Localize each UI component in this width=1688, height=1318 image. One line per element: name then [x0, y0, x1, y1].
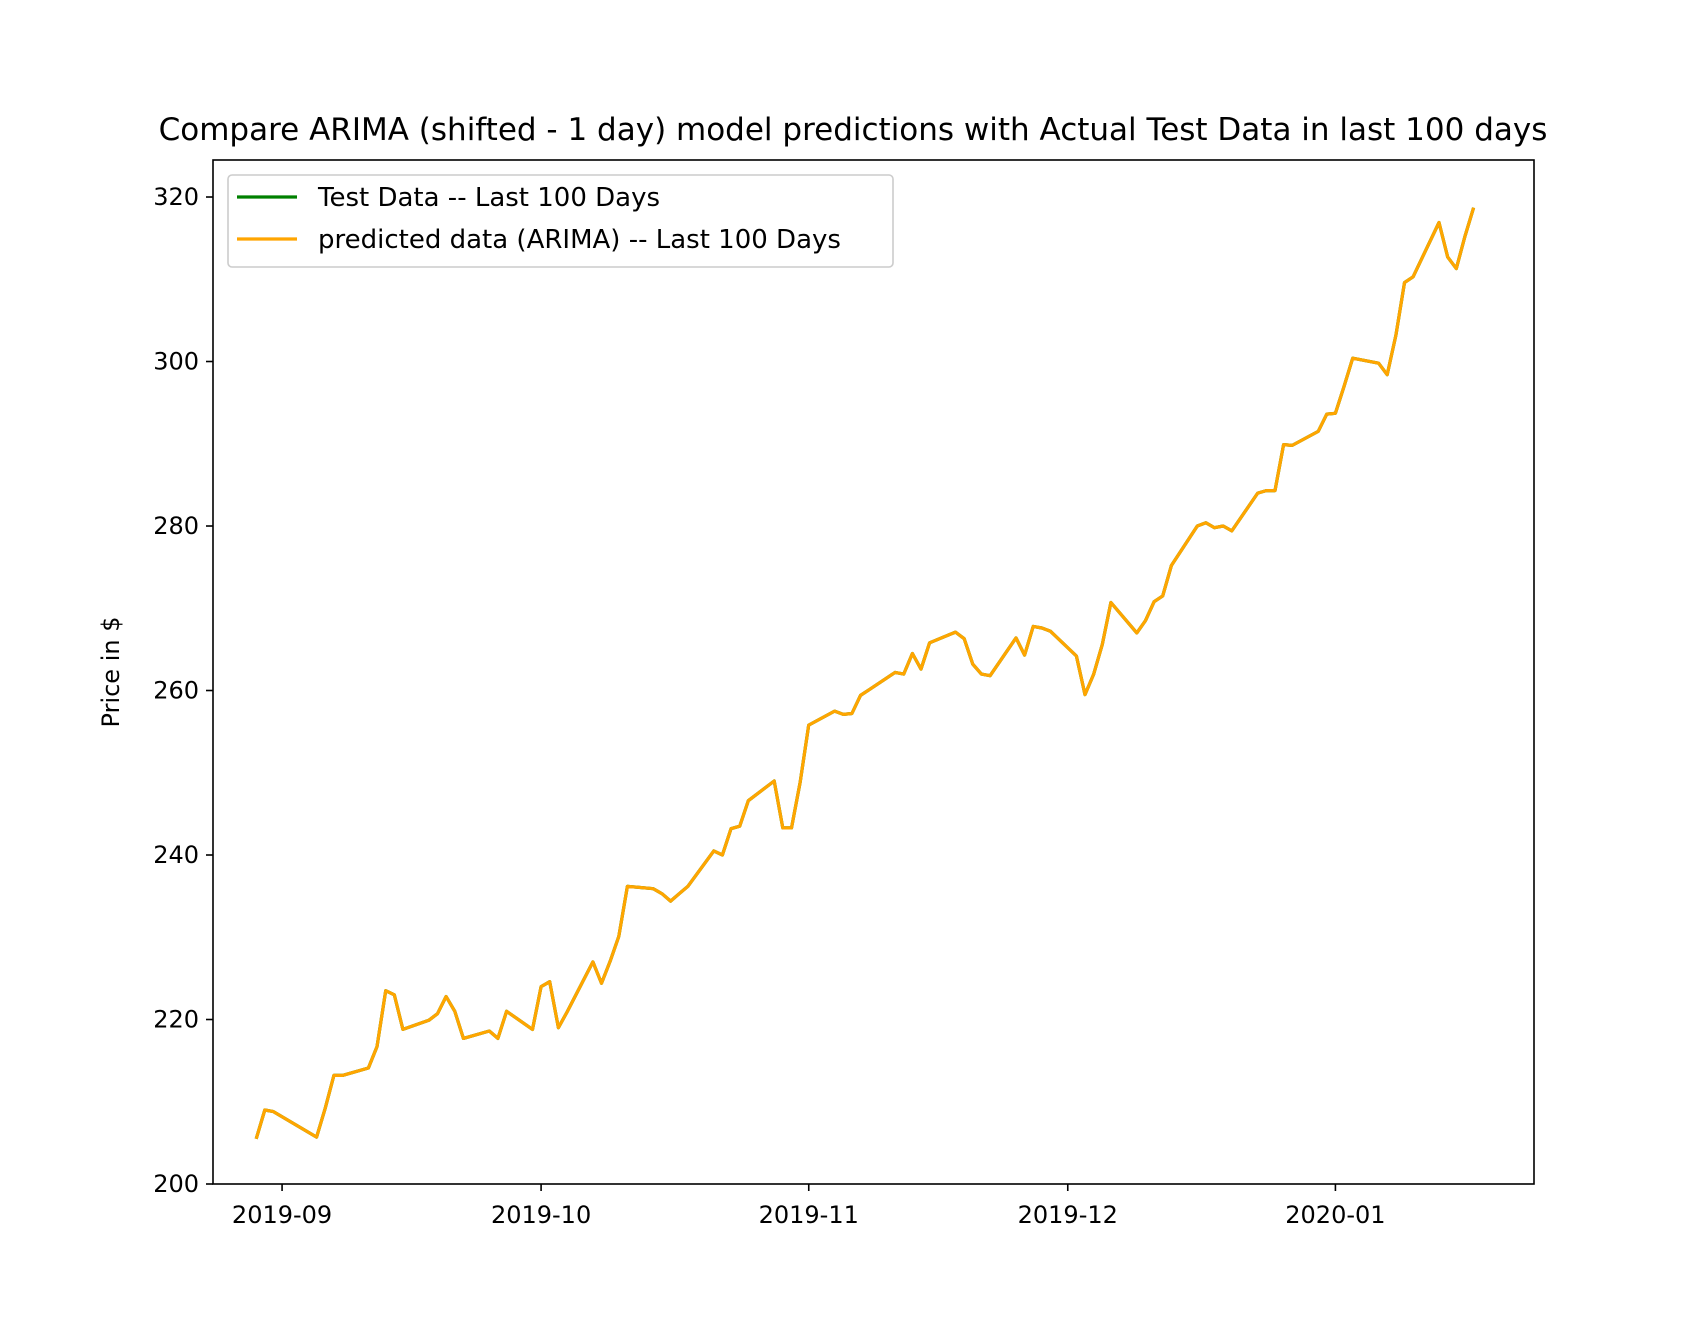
x-tick-label: 2019-09	[232, 1201, 332, 1229]
legend-label-test-data: Test Data -- Last 100 Days	[317, 183, 660, 213]
y-axis-ticks: 200 220 240 260 280 300 320	[153, 183, 213, 1198]
y-tick-label: 300	[153, 348, 199, 376]
axes-frame	[212, 159, 1535, 1185]
chart-title: Compare ARIMA (shifted - 1 day) model pr…	[159, 112, 1548, 148]
x-tick-label: 2020-01	[1285, 1201, 1385, 1229]
y-tick-label: 220	[153, 1006, 199, 1034]
series-line-predicted-data	[254, 207, 1476, 1140]
x-tick-label: 2019-11	[759, 1201, 859, 1229]
y-axis-label: Price in $	[97, 617, 125, 728]
legend-label-predicted-data: predicted data (ARIMA) -- Last 100 Days	[318, 225, 841, 255]
x-tick-label: 2019-10	[491, 1201, 591, 1229]
y-tick-label: 280	[153, 512, 199, 540]
legend: Test Data -- Last 100 Days predicted dat…	[227, 174, 894, 268]
legend-box	[227, 174, 894, 268]
y-tick-label: 260	[153, 677, 199, 705]
y-tick-label: 240	[153, 841, 199, 869]
x-tick-label: 2019-12	[1018, 1201, 1118, 1229]
y-tick-label: 200	[153, 1170, 199, 1198]
x-axis-ticks: 2019-09 2019-10 2019-11 2019-12 2020-01	[232, 1184, 1386, 1229]
series-layer	[254, 207, 1476, 1140]
plot-area	[212, 159, 1535, 1185]
y-tick-label: 320	[153, 183, 199, 211]
